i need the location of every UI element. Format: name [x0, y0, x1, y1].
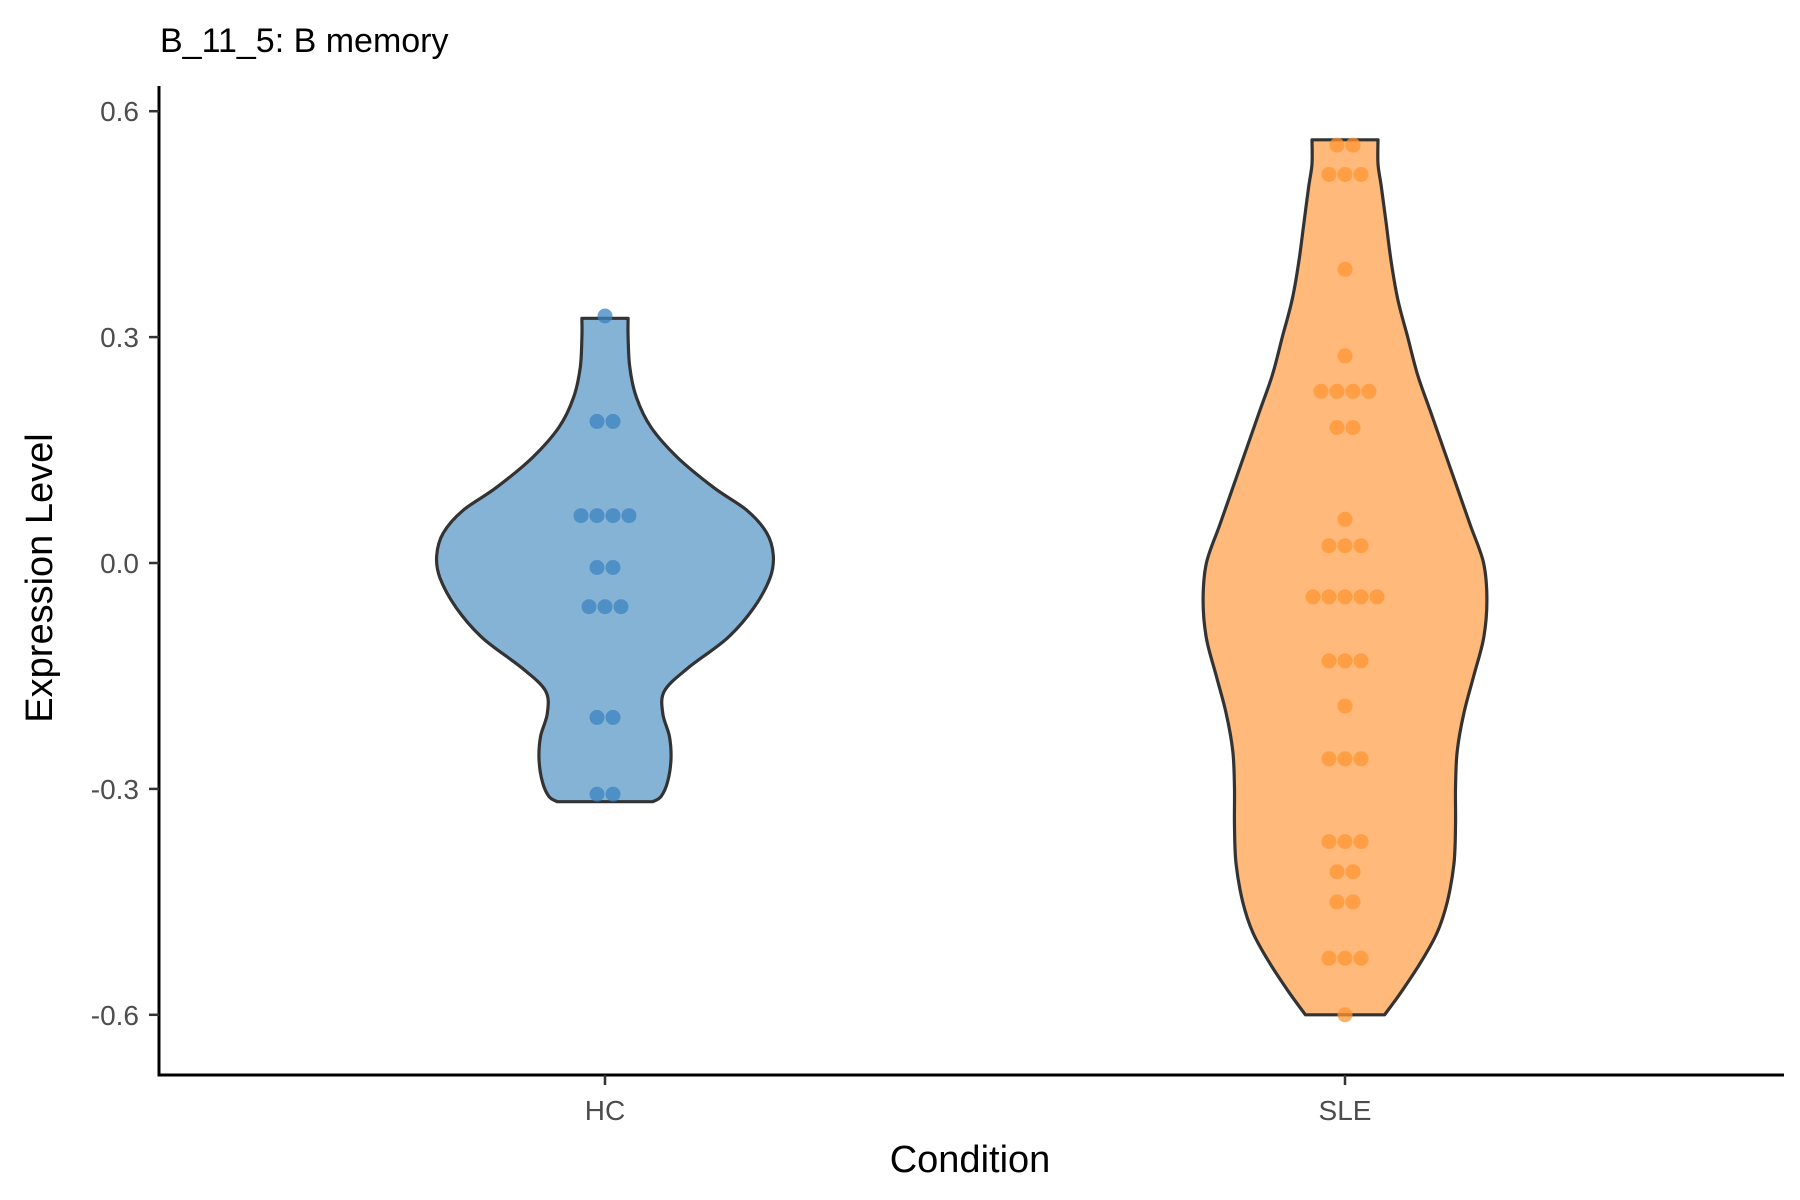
data-point-sle	[1361, 383, 1377, 399]
violin-hc	[434, 316, 776, 804]
y-axis-title: Expression Level	[19, 433, 61, 722]
data-point-hc	[605, 560, 621, 575]
data-point-sle	[1345, 894, 1361, 910]
data-point-sle	[1321, 751, 1337, 767]
data-point-hc	[581, 599, 597, 615]
y-tick-label: -0.6	[91, 1000, 139, 1031]
data-point-sle	[1353, 751, 1369, 767]
data-point-sle	[1345, 420, 1361, 435]
data-point-sle	[1329, 137, 1345, 153]
data-point-sle	[1345, 864, 1361, 880]
data-point-sle	[1305, 589, 1321, 605]
data-point-sle	[1353, 653, 1369, 669]
data-point-sle	[1369, 589, 1385, 605]
data-point-sle	[1337, 167, 1353, 182]
data-point-sle	[1337, 261, 1353, 277]
x-axis-title: Condition	[890, 1139, 1051, 1181]
data-point-sle	[1337, 698, 1353, 714]
data-point-sle	[1337, 538, 1353, 554]
data-point-hc	[605, 786, 621, 802]
data-point-hc	[589, 709, 605, 725]
data-point-sle	[1337, 950, 1353, 966]
y-tick-label: 0.6	[100, 96, 139, 127]
data-point-sle	[1353, 589, 1369, 605]
data-point-sle	[1321, 950, 1337, 966]
violins	[434, 138, 1489, 1017]
y-ticks: -0.6 -0.3 0.0 0.3 0.6	[91, 96, 159, 1031]
data-point-hc	[613, 599, 629, 615]
data-point-sle	[1329, 894, 1345, 910]
dot-layer	[573, 137, 1385, 1023]
data-point-sle	[1321, 589, 1337, 605]
chart-title: B_11_5: B memory	[160, 22, 449, 60]
data-point-hc	[605, 709, 621, 725]
violin-sle	[1201, 138, 1489, 1017]
data-point-sle	[1329, 383, 1345, 399]
data-point-hc	[589, 508, 605, 524]
x-tick-label: SLE	[1319, 1095, 1372, 1126]
data-point-sle	[1337, 751, 1353, 767]
data-point-sle	[1353, 167, 1369, 182]
x-ticks: HC SLE	[585, 1075, 1372, 1126]
data-point-sle	[1313, 383, 1329, 399]
data-point-sle	[1337, 511, 1353, 527]
data-point-sle	[1337, 348, 1353, 364]
y-tick-label: 0.0	[100, 548, 139, 579]
data-point-sle	[1321, 653, 1337, 669]
data-point-hc	[573, 508, 589, 524]
data-point-sle	[1321, 167, 1337, 182]
data-point-hc	[621, 508, 637, 524]
data-point-sle	[1329, 864, 1345, 880]
y-tick-label: -0.3	[91, 774, 139, 805]
data-point-sle	[1321, 538, 1337, 554]
data-point-hc	[597, 599, 613, 615]
data-point-sle	[1345, 383, 1361, 399]
data-point-sle	[1337, 834, 1353, 850]
data-point-hc	[605, 508, 621, 524]
y-tick-label: 0.3	[100, 322, 139, 353]
data-point-sle	[1321, 834, 1337, 850]
data-point-hc	[589, 413, 605, 429]
data-point-hc	[589, 560, 605, 575]
data-point-sle	[1337, 1007, 1353, 1023]
data-point-sle	[1353, 538, 1369, 554]
data-point-sle	[1337, 653, 1353, 669]
data-point-sle	[1353, 950, 1369, 966]
data-point-sle	[1353, 834, 1369, 850]
data-point-sle	[1345, 137, 1361, 153]
data-point-hc	[605, 413, 621, 429]
x-tick-label: HC	[585, 1095, 625, 1126]
data-point-sle	[1329, 420, 1345, 435]
data-point-sle	[1337, 589, 1353, 605]
data-point-hc	[597, 308, 613, 324]
data-point-hc	[589, 786, 605, 802]
